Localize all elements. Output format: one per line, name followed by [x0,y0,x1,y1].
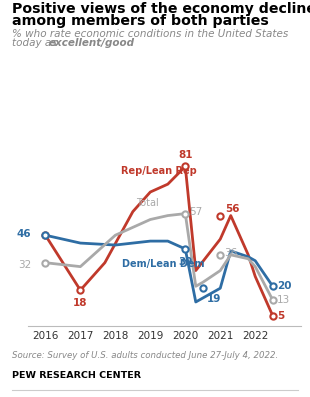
Text: % who rate economic conditions in the United States: % who rate economic conditions in the Un… [12,29,289,39]
Text: Total: Total [136,198,159,208]
Text: 81: 81 [178,150,193,160]
Text: Positive views of the economy decline: Positive views of the economy decline [12,2,310,16]
Text: 18: 18 [73,298,88,308]
Text: today as: today as [12,38,60,48]
Text: 13: 13 [277,295,290,305]
Text: Rep/Lean Rep: Rep/Lean Rep [121,166,196,176]
Text: 57: 57 [189,207,203,217]
Text: 32: 32 [18,260,31,270]
Text: 46: 46 [17,229,31,239]
Text: among members of both parties: among members of both parties [12,14,269,28]
Text: 56: 56 [225,204,240,214]
Text: Source: Survey of U.S. adults conducted June 27-July 4, 2022.: Source: Survey of U.S. adults conducted … [12,351,279,360]
Text: 20: 20 [277,281,291,291]
Text: Dem/Lean Dem: Dem/Lean Dem [122,258,205,269]
Text: PEW RESEARCH CENTER: PEW RESEARCH CENTER [12,371,141,380]
Text: 36: 36 [224,248,238,258]
Text: excellent/good: excellent/good [49,38,135,48]
Text: 5: 5 [277,311,284,321]
Text: 19: 19 [207,294,221,304]
Text: 39: 39 [178,257,193,267]
